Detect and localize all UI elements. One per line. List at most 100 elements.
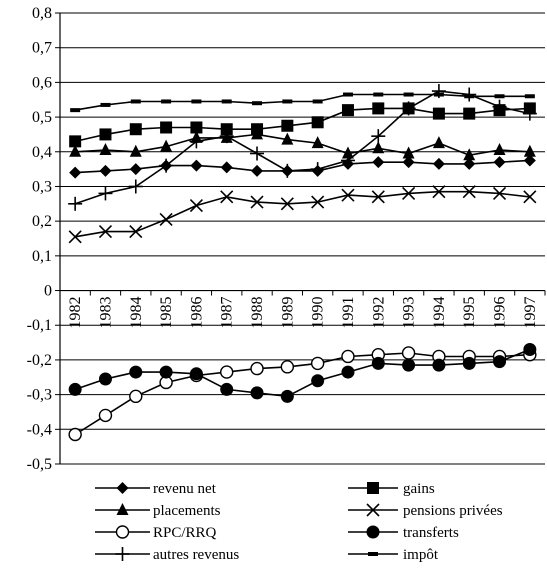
marker-triangle [251,127,264,140]
y-tick-label: -0,5 [27,456,52,473]
marker-x [371,190,385,204]
marker-filled-circle [280,389,294,403]
marker-dash [70,108,81,113]
x-tick-label: 1997 [522,297,539,329]
marker-filled-circle [462,356,476,370]
marker-square [129,123,142,136]
x-tick-label: 1988 [249,297,266,329]
legend-item: transferts [348,525,459,541]
legend-label: impôt [403,547,439,563]
marker-plus [250,146,265,161]
marker-filled-circle [523,343,537,357]
legend: revenu net gains placements pensions privée… [95,481,503,563]
legend-label: gains [403,481,435,497]
x-tick-label: 1993 [401,297,418,329]
marker-filled-circle [159,365,173,379]
marker-square [463,107,476,120]
marker-plus [340,153,355,168]
x-tick-label: 1987 [219,297,236,329]
marker-triangle [99,143,112,156]
marker-dash [368,552,378,556]
legend-label: revenu net [153,481,217,497]
marker-filled-circle [129,365,143,379]
marker-triangle [463,148,476,161]
marker-filled-circle [250,386,264,400]
marker-diamond [432,157,445,170]
legend-label: transferts [403,525,459,541]
axes [55,12,546,465]
marker-x [250,195,264,209]
marker-diamond [372,156,385,169]
marker-diamond [402,156,415,169]
marker-triangle [523,144,536,157]
marker-filled-circle [220,382,234,396]
marker-square [341,104,354,117]
x-tick-label: 1983 [97,297,114,329]
marker-plus [219,129,234,144]
marker-dash [252,101,263,106]
x-tick-label: 1996 [492,297,509,329]
y-tick-label: -0,1 [27,317,52,334]
y-tick-label: 0,3 [32,178,52,195]
y-tick-label: -0,3 [27,387,52,404]
legend-item: autres revenus [95,547,239,563]
y-tick-label: 0 [44,283,52,300]
marker-open-circle [280,360,295,374]
marker-x-stroke [189,198,203,213]
x-tick-label: 1995 [461,297,478,329]
x-tick-label: 1994 [431,297,448,329]
marker-x-stroke [432,185,446,199]
marker-plus [310,162,325,177]
marker-diamond [129,163,142,176]
marker-dash [282,99,293,104]
marker-dash [130,99,141,104]
series-line [75,107,530,143]
legend-item: revenu net [95,481,217,497]
marker-square [160,121,173,134]
marker-diamond [69,166,82,179]
marker-plus [371,129,386,144]
marker-plus [128,179,143,194]
marker-x-stroke [220,190,234,204]
legend-item: gains [348,481,435,497]
series-line [74,90,530,205]
marker-x [68,230,82,244]
x-tick-label: 1984 [128,297,145,329]
marker-diamond [220,161,233,174]
marker-x-stroke [311,195,325,209]
marker-diamond [463,157,476,170]
marker-x [189,198,203,213]
marker-x [492,186,507,200]
marker-diamond [523,154,536,167]
legend-item: placements [95,503,221,519]
y-tick-label: 0,5 [32,109,52,126]
legend-item: pensions privées [348,503,503,519]
x-tick-label: 1992 [370,297,387,329]
x-tick-label: 1982 [67,297,84,329]
marker-triangle [129,144,142,157]
marker-x [220,190,234,204]
legend-item: impôt [348,547,439,563]
marker-triangle [116,503,129,515]
marker-diamond [116,482,129,494]
marker-x-stroke [250,195,264,209]
marker-triangle [493,143,506,156]
legend-item: RPC/RRQ [95,525,217,541]
marker-diamond [493,156,506,169]
marker-open-circle [129,389,143,404]
marker-plus [280,163,295,178]
marker-square [367,482,379,494]
marker-x-stroke [462,185,476,199]
y-tick-label: -0,2 [27,352,52,369]
marker-dash [524,94,535,99]
marker-dash [433,92,444,97]
series-line [75,190,530,238]
marker-plus [98,186,113,201]
marker-dash [191,99,202,104]
marker-open-circle [250,361,264,376]
marker-triangle [372,141,385,154]
series-line [74,352,530,436]
marker-square [99,128,112,141]
marker-filled-circle [68,382,82,396]
marker-square [432,107,445,120]
